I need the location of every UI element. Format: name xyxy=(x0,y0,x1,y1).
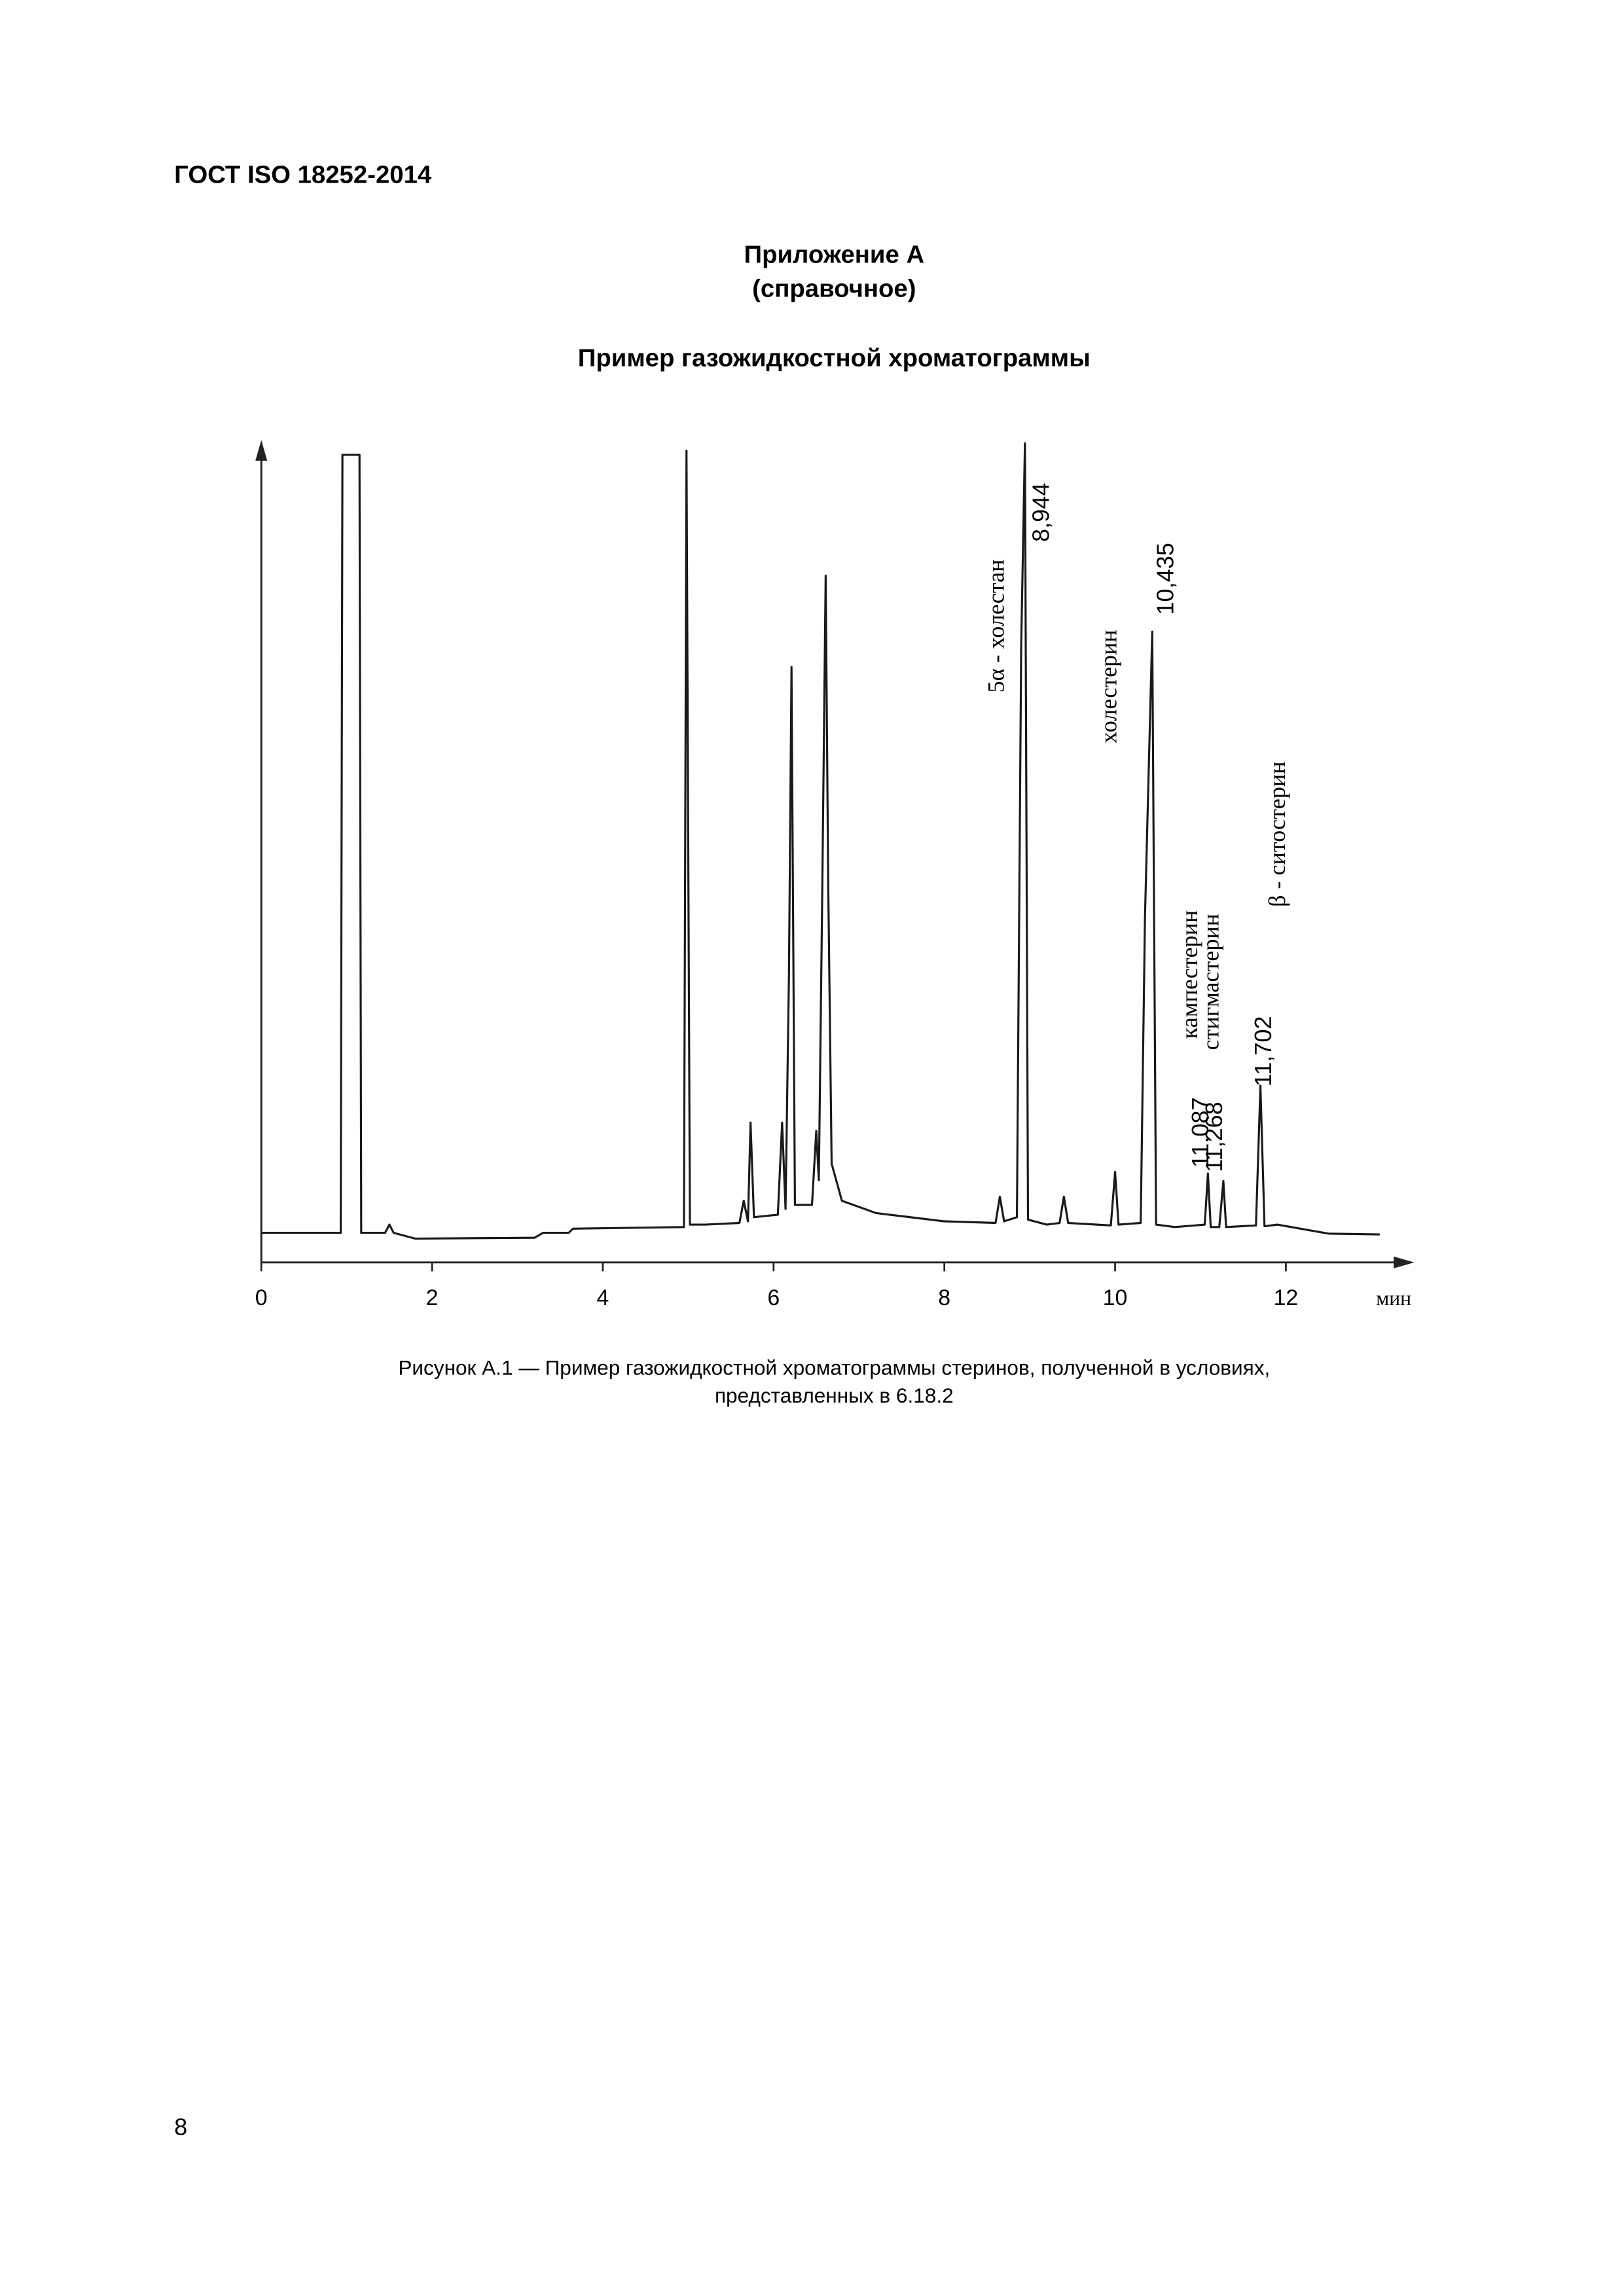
x-tick-label: 10 xyxy=(1103,1285,1128,1310)
peak-time-label: 8,944 xyxy=(1027,483,1054,542)
peak-compound-label: β - ситостерин xyxy=(1264,761,1290,906)
x-tick-label: 0 xyxy=(255,1285,268,1310)
x-tick-label: 2 xyxy=(426,1285,439,1310)
peak-compound-label: 5α - холестан xyxy=(983,560,1009,693)
peak-time-label: 11,087 xyxy=(1187,1097,1214,1168)
figure-caption: представленных в 6.18.2 xyxy=(715,1384,954,1407)
peak-compound-label: стигмастерин xyxy=(1197,914,1223,1050)
appendix-status: (справочное) xyxy=(752,274,916,302)
peak-time-label: 11,268 xyxy=(1200,1102,1227,1172)
y-axis-arrow xyxy=(255,440,268,461)
x-tick-label: 6 xyxy=(767,1285,780,1310)
appendix-title: Приложение А xyxy=(744,241,925,269)
peak-time-label: 10,435 xyxy=(1151,543,1178,615)
x-axis-arrow xyxy=(1394,1256,1415,1268)
peak-compound-label: холестерин xyxy=(1095,630,1121,744)
chromatogram-trace xyxy=(261,442,1380,1240)
doc-header: ГОСТ ISO 18252-2014 xyxy=(174,161,432,189)
appendix-heading: Пример газожидкостной хроматограммы xyxy=(578,344,1091,372)
figure-caption: Рисунок А.1 — Пример газожидкостной хром… xyxy=(398,1355,1270,1379)
x-tick-label: 12 xyxy=(1274,1285,1299,1310)
page-number: 8 xyxy=(174,2113,187,2140)
x-tick-label: 8 xyxy=(938,1285,950,1310)
x-tick-label: 4 xyxy=(597,1285,609,1310)
x-axis-label: мин xyxy=(1376,1287,1411,1310)
peak-compound-label: кампестерин xyxy=(1176,910,1202,1039)
peak-time-label: 11,702 xyxy=(1250,1016,1276,1086)
chromatogram: 0 2 4 6 8 10 12 мин 8,944 5α - холестан 10,435 холе… xyxy=(255,440,1415,1310)
